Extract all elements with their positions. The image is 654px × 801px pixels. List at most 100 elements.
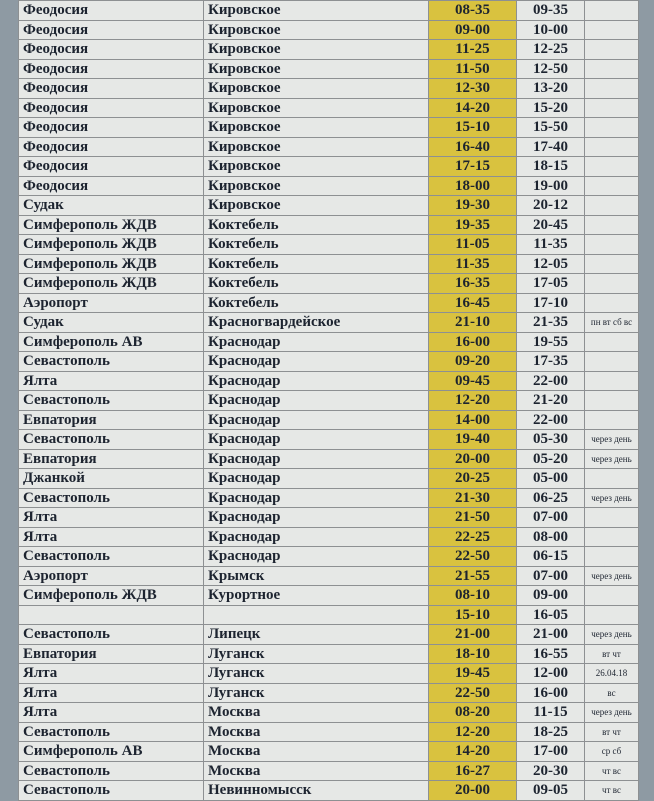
origin: Севастополь [18, 487, 204, 508]
destination: Кировское [203, 97, 429, 118]
origin: Ялта [18, 682, 204, 703]
destination: Крымск [203, 565, 429, 586]
destination: Красногвардейское [203, 312, 429, 333]
note: вт чт [584, 643, 639, 664]
arrival: 19-55 [516, 331, 585, 352]
note: чт вс [584, 780, 639, 801]
destination: Краснодар [203, 468, 429, 489]
origin: Симферополь ЖДВ [18, 214, 204, 235]
departure: 22-25 [428, 526, 517, 547]
departure: 16-35 [428, 273, 517, 294]
departure: 16-00 [428, 331, 517, 352]
note [584, 195, 639, 216]
schedule-row: Ялта Краснодар 22-25 08-00 [18, 526, 639, 547]
arrival: 09-35 [516, 0, 585, 21]
note [584, 78, 639, 99]
schedule-row: Севастополь Краснодар 12-20 21-20 [18, 390, 639, 411]
destination: Коктебель [203, 292, 429, 313]
origin: Судак [18, 312, 204, 333]
schedule-row: Севастополь Краснодар 21-30 06-25 через день [18, 487, 639, 508]
schedule-row: Судак Кировское 19-30 20-12 [18, 195, 639, 216]
departure: 19-35 [428, 214, 517, 235]
arrival: 11-15 [516, 702, 585, 723]
destination: Москва [203, 760, 429, 781]
note [584, 507, 639, 528]
arrival: 17-35 [516, 351, 585, 372]
origin: Ялта [18, 507, 204, 528]
origin: Севастополь [18, 624, 204, 645]
origin: Симферополь ЖДВ [18, 253, 204, 274]
origin [18, 604, 204, 625]
note: чт вс [584, 760, 639, 781]
destination: Краснодар [203, 429, 429, 450]
departure: 19-30 [428, 195, 517, 216]
schedule-row: Аэропорт Коктебель 16-45 17-10 [18, 292, 639, 313]
origin: Симферополь ЖДВ [18, 234, 204, 255]
departure: 21-55 [428, 565, 517, 586]
origin: Феодосия [18, 78, 204, 99]
note [584, 370, 639, 391]
destination: Москва [203, 741, 429, 762]
note: ср сб [584, 741, 639, 762]
arrival: 06-25 [516, 487, 585, 508]
schedule-row: Симферополь АВ Краснодар 16-00 19-55 [18, 331, 639, 352]
note [584, 117, 639, 138]
schedule-row: 15-10 16-05 [18, 604, 639, 625]
schedule-row: Симферополь ЖДВ Коктебель 11-35 12-05 [18, 253, 639, 274]
origin: Ялта [18, 526, 204, 547]
destination: Луганск [203, 682, 429, 703]
note: через день [584, 487, 639, 508]
note: пн вт сб вс [584, 312, 639, 333]
origin: Севастополь [18, 760, 204, 781]
departure: 12-20 [428, 390, 517, 411]
departure: 21-00 [428, 624, 517, 645]
schedule-body: Феодосия Кировское 08-35 09-35 Феодосия Киров… [18, 0, 639, 801]
schedule-row: Симферополь АВ Москва 14-20 17-00 ср сб [18, 741, 639, 762]
origin: Судак [18, 195, 204, 216]
departure: 20-25 [428, 468, 517, 489]
origin: Ялта [18, 370, 204, 391]
schedule-row: Симферополь ЖДВ Коктебель 19-35 20-45 [18, 214, 639, 235]
destination: Кировское [203, 39, 429, 60]
origin: Аэропорт [18, 565, 204, 586]
schedule-row: Севастополь Краснодар 19-40 05-30 через день [18, 429, 639, 450]
origin: Феодосия [18, 117, 204, 138]
schedule-row: Феодосия Кировское 16-40 17-40 [18, 136, 639, 157]
departure: 22-50 [428, 546, 517, 567]
departure: 08-35 [428, 0, 517, 21]
destination: Кировское [203, 0, 429, 21]
note: через день [584, 448, 639, 469]
origin: Феодосия [18, 156, 204, 177]
note: вс [584, 682, 639, 703]
destination [203, 604, 429, 625]
arrival: 21-35 [516, 312, 585, 333]
schedule-row: Феодосия Кировское 11-25 12-25 [18, 39, 639, 60]
departure: 16-45 [428, 292, 517, 313]
origin: Симферополь ЖДВ [18, 585, 204, 606]
arrival: 10-00 [516, 19, 585, 40]
schedule-sheet: Феодосия Кировское 08-35 09-35 Феодосия Киров… [18, 0, 639, 801]
departure: 08-20 [428, 702, 517, 723]
schedule-row: Феодосия Кировское 12-30 13-20 [18, 78, 639, 99]
schedule-row: Ялта Луганск 22-50 16-00 вс [18, 682, 639, 703]
schedule-row: Севастополь Краснодар 22-50 06-15 [18, 546, 639, 567]
departure: 08-10 [428, 585, 517, 606]
schedule-row: Феодосия Кировское 08-35 09-35 [18, 0, 639, 21]
arrival: 15-50 [516, 117, 585, 138]
note [584, 39, 639, 60]
arrival: 12-25 [516, 39, 585, 60]
destination: Краснодар [203, 487, 429, 508]
origin: Евпатория [18, 448, 204, 469]
origin: Феодосия [18, 39, 204, 60]
arrival: 22-00 [516, 370, 585, 391]
schedule-row: Феодосия Кировское 17-15 18-15 [18, 156, 639, 177]
destination: Краснодар [203, 370, 429, 391]
destination: Коктебель [203, 253, 429, 274]
origin: Феодосия [18, 136, 204, 157]
origin: Феодосия [18, 58, 204, 79]
schedule-row: Феодосия Кировское 09-00 10-00 [18, 19, 639, 40]
departure: 21-30 [428, 487, 517, 508]
note [584, 585, 639, 606]
departure: 09-45 [428, 370, 517, 391]
